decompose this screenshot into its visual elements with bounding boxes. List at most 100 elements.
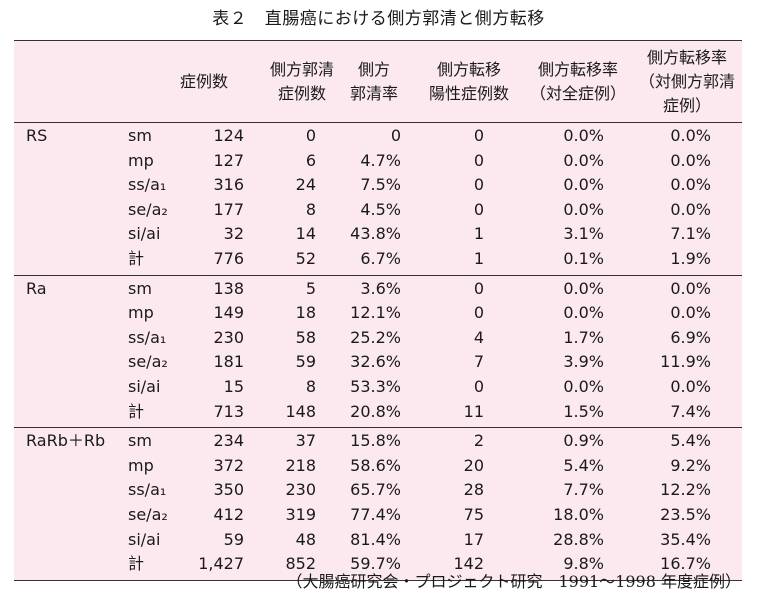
table-row: si/ai 15 8 53.3% 0 0.0% 0.0% xyxy=(14,375,742,400)
depth-label: si/ai xyxy=(128,224,161,244)
cell-rate-all: 0.0% xyxy=(563,278,604,298)
cell-rate-all: 0.0% xyxy=(563,199,604,219)
table-row: ss/a₁ 230 58 25.2% 4 1.7% 6.9% xyxy=(14,326,742,351)
cell-dissection-cases: 230 xyxy=(285,480,316,500)
cell-cases: 32 xyxy=(223,224,244,244)
cell-dissection-cases: 52 xyxy=(295,248,316,268)
header-dissection-cases: 側方郭清 症例数 xyxy=(269,59,334,103)
cell-dissection-rate: 77.4% xyxy=(350,504,401,524)
cell-dissection-cases: 14 xyxy=(295,224,316,244)
cell-cases: 1,427 xyxy=(198,554,244,574)
cell-cases: 138 xyxy=(213,278,244,298)
cell-rate-all: 0.0% xyxy=(563,376,604,396)
source-footnote: （大腸癌研究会・プロジェクト研究 1991〜1998 年度症例） xyxy=(286,572,741,591)
cell-positive-cases: 0 xyxy=(473,199,484,219)
cell-dissection-rate: 32.6% xyxy=(350,352,401,372)
table-row: Ra sm 138 5 3.6% 0 0.0% 0.0% xyxy=(14,277,742,302)
cell-rate-all: 3.1% xyxy=(563,224,604,244)
table-row: 計 1,427 852 59.7% 142 9.8% 16.7% xyxy=(14,552,742,577)
cell-rate-dissected: 0.0% xyxy=(670,278,711,298)
cell-cases: 230 xyxy=(213,327,244,347)
cell-cases: 177 xyxy=(213,199,244,219)
cell-rate-dissected: 23.5% xyxy=(660,504,711,524)
cell-positive-cases: 4 xyxy=(473,327,484,347)
cell-rate-dissected: 0.0% xyxy=(670,126,711,145)
cell-cases: 713 xyxy=(213,401,244,421)
cell-rate-dissected: 0.0% xyxy=(670,199,711,219)
depth-label: mp xyxy=(128,455,154,475)
depth-label: sm xyxy=(128,126,152,145)
header-metastasis-rate-dissected: 側方転移率 （対側方郭清 症例） xyxy=(638,47,735,115)
cell-cases: 127 xyxy=(213,150,244,170)
depth-label: se/a₂ xyxy=(128,504,168,524)
cell-dissection-rate: 59.7% xyxy=(350,554,401,574)
cell-dissection-cases: 0 xyxy=(305,126,316,145)
depth-label: 計 xyxy=(128,248,145,268)
cell-rate-dissected: 12.2% xyxy=(660,480,711,500)
cell-cases: 149 xyxy=(213,303,244,323)
row-group: RaRb＋Rb sm 234 37 15.8% 2 0.9% 5.4% mp 372 218 58.6… xyxy=(14,429,742,577)
cell-dissection-cases: 148 xyxy=(285,401,316,421)
cell-rate-all: 1.7% xyxy=(563,327,604,347)
cell-positive-cases: 75 xyxy=(463,504,484,524)
cell-rate-dissected: 35.4% xyxy=(660,529,711,549)
cell-dissection-rate: 43.8% xyxy=(350,224,401,244)
table-title: 表２ 直腸癌における側方郭清と側方転移 xyxy=(212,9,545,29)
cell-positive-cases: 0 xyxy=(473,376,484,396)
depth-label: ss/a₁ xyxy=(128,327,167,347)
cell-rate-dissected: 9.2% xyxy=(670,455,711,475)
cell-rate-dissected: 0.0% xyxy=(670,150,711,170)
cell-dissection-rate: 53.3% xyxy=(350,376,401,396)
cell-positive-cases: 1 xyxy=(473,248,484,268)
cell-dissection-rate: 3.6% xyxy=(360,278,401,298)
cell-rate-all: 3.9% xyxy=(563,352,604,372)
depth-label: sm xyxy=(128,278,152,298)
cell-cases: 181 xyxy=(213,352,244,372)
cell-rate-all: 1.5% xyxy=(563,401,604,421)
cell-rate-dissected: 1.9% xyxy=(670,248,711,268)
depth-label: sm xyxy=(128,431,152,451)
cell-positive-cases: 142 xyxy=(453,554,484,574)
cell-positive-cases: 20 xyxy=(463,455,484,475)
cell-dissection-cases: 5 xyxy=(305,278,316,298)
table-row: mp 372 218 58.6% 20 5.4% 9.2% xyxy=(14,454,742,479)
row-group: RS sm 124 0 0 0 0.0% 0.0% mp 127 6 4.7% 0 0.0% 0.0% ss/… xyxy=(14,124,742,276)
table-row: si/ai 59 48 81.4% 17 28.8% 35.4% xyxy=(14,528,742,553)
header-positive-cases: 側方転移 陽性症例数 xyxy=(428,59,509,103)
cell-cases: 15 xyxy=(223,376,244,396)
cell-dissection-rate: 7.5% xyxy=(360,175,401,195)
cell-rate-all: 18.0% xyxy=(553,504,604,524)
group-name: RS xyxy=(26,126,48,145)
cell-rate-all: 0.0% xyxy=(563,303,604,323)
cell-dissection-rate: 6.7% xyxy=(360,248,401,268)
cell-cases: 350 xyxy=(213,480,244,500)
cell-rate-all: 0.9% xyxy=(563,431,604,451)
cell-cases: 124 xyxy=(213,126,244,145)
cell-dissection-cases: 59 xyxy=(295,352,316,372)
table-row: se/a₂ 181 59 32.6% 7 3.9% 11.9% xyxy=(14,350,742,375)
cell-positive-cases: 28 xyxy=(463,480,484,500)
cell-dissection-rate: 15.8% xyxy=(350,431,401,451)
header-dissection-rate: 側方 郭清率 xyxy=(349,59,398,103)
depth-label: si/ai xyxy=(128,529,161,549)
cell-rate-dissected: 7.4% xyxy=(670,401,711,421)
group-name: RaRb＋Rb xyxy=(26,431,106,451)
cell-rate-all: 0.0% xyxy=(563,126,604,145)
cell-positive-cases: 0 xyxy=(473,126,484,145)
cell-dissection-cases: 58 xyxy=(295,327,316,347)
cell-positive-cases: 17 xyxy=(463,529,484,549)
cell-cases: 59 xyxy=(223,529,244,549)
depth-label: se/a₂ xyxy=(128,352,168,372)
cell-rate-dissected: 16.7% xyxy=(660,554,711,574)
cell-rate-dissected: 7.1% xyxy=(670,224,711,244)
cell-dissection-cases: 8 xyxy=(305,376,316,396)
table-row: se/a₂ 177 8 4.5% 0 0.0% 0.0% xyxy=(14,198,742,223)
table-row: RS sm 124 0 0 0 0.0% 0.0% xyxy=(14,124,742,149)
cell-dissection-rate: 0 xyxy=(390,126,401,145)
cell-cases: 372 xyxy=(213,455,244,475)
depth-label: si/ai xyxy=(128,376,161,396)
cell-dissection-cases: 852 xyxy=(285,554,316,574)
cell-rate-dissected: 0.0% xyxy=(670,376,711,396)
table-row: mp 149 18 12.1% 0 0.0% 0.0% xyxy=(14,301,742,326)
cell-positive-cases: 7 xyxy=(473,352,484,372)
